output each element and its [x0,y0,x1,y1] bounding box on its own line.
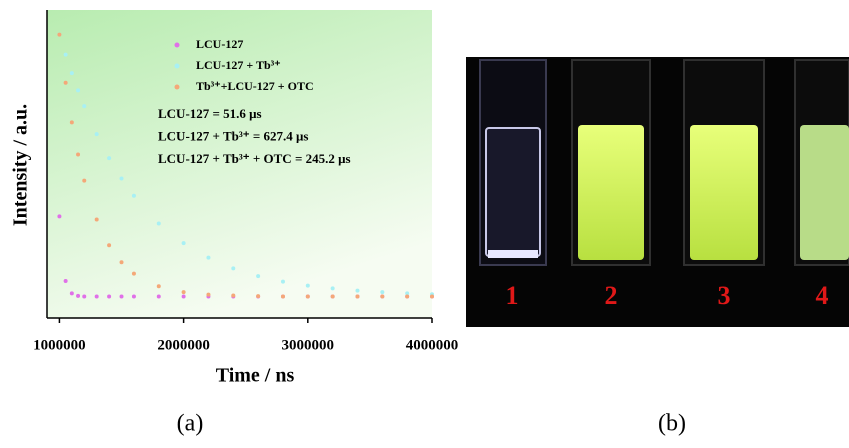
data-point [181,294,186,299]
cuvette [794,59,849,266]
legend-marker [174,84,180,90]
legend-label: LCU-127 + Tb³⁺ [196,58,281,72]
data-point [82,178,87,183]
data-point [69,291,74,296]
data-point [63,279,68,284]
data-point [181,241,186,246]
data-point [69,71,74,76]
data-point [119,260,124,265]
data-point [380,294,385,299]
cuvette-label: 1 [506,281,519,310]
data-point [206,292,211,297]
data-point [63,52,68,57]
x-tick-label: 3000000 [282,337,335,353]
data-point [355,288,360,293]
data-point [330,286,335,291]
data-point [76,88,81,93]
data-point [231,293,236,298]
x-tick-label: 2000000 [157,337,210,353]
data-point [280,294,285,299]
data-point [119,294,124,299]
data-point [57,32,62,37]
data-point [430,294,434,299]
annotation: LCU-127 + Tb³⁺ = 627.4 μs [158,128,308,143]
data-point [76,293,81,298]
data-point [131,271,136,276]
annotation: LCU-127 + Tb³⁺ + OTC = 245.2 μs [158,151,351,166]
data-point [256,294,261,299]
data-point [107,243,112,248]
annotation: LCU-127 = 51.6 μs [158,106,262,121]
data-point [405,294,410,299]
data-point [57,214,62,219]
cuvette-label: 3 [718,281,731,310]
data-point [181,290,186,295]
data-point [94,132,99,137]
data-point [76,152,81,157]
marks [57,32,434,299]
data-point [156,294,161,299]
cuvette-labels: 1 2 3 4 [506,281,829,310]
cuvette [683,59,765,266]
data-point [156,284,161,289]
cuvette-label: 4 [816,281,829,310]
plot-background [47,10,432,318]
cuvette [571,59,651,266]
data-point [280,279,285,284]
data-point [107,294,112,299]
legend-marker [174,42,180,48]
data-point [305,283,310,288]
data-point [94,217,99,222]
data-point [82,294,87,299]
data-point [69,120,74,125]
legend-label: Tb³⁺+LCU-127 + OTC [196,79,314,93]
data-point [131,294,136,299]
data-point [63,80,68,85]
x-tick-label: 1000000 [33,337,86,353]
x-axis-label: Time / ns [216,365,295,387]
cuvette-label: 2 [605,281,618,310]
caption: (a) [177,411,204,437]
legend-label: LCU-127 [196,37,243,51]
data-point [330,294,335,299]
y-axis-label: Intensity / a.u. [10,104,32,226]
x-tick-label: 4000000 [406,337,459,353]
data-point [231,266,236,271]
data-point [94,294,99,299]
data-point [206,255,211,260]
data-point [256,274,261,279]
caption: (b) [658,411,686,437]
data-point [380,290,385,295]
data-point [405,291,410,296]
legend-marker [174,63,180,69]
data-point [119,176,124,181]
data-point [156,221,161,226]
data-point [355,294,360,299]
data-point [131,193,136,198]
cuvette [479,59,547,266]
data-point [82,104,87,109]
data-point [305,294,310,299]
data-point [107,156,112,161]
